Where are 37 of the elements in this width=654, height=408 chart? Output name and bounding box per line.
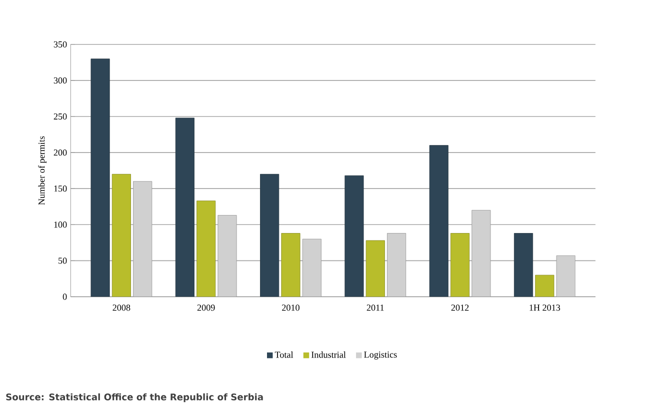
legend-label: Total [274,352,294,358]
bar [133,181,152,297]
bar [90,58,110,297]
bar [112,174,131,297]
bar [302,238,322,297]
bar [429,145,448,297]
bar [260,174,280,297]
y-tick-label: 150 [54,186,67,192]
y-tick-label: 0 [62,294,67,300]
bar [196,200,216,297]
y-tick-label: 300 [54,78,67,84]
bar [514,233,534,297]
bar [387,233,406,297]
y-tick-label: 50 [58,258,67,264]
bar [535,275,554,297]
y-tick-label: 350 [54,41,67,48]
legend-label: Logistics [364,352,397,360]
y-tick-label: 200 [54,150,67,156]
bar [366,240,385,297]
x-tick-label: 2008 [112,304,130,311]
y-tick-label: 250 [54,114,67,120]
x-tick-label: 2011 [366,304,384,311]
x-tick-label: 1H 2013 [530,304,560,311]
bar [218,215,237,297]
y-axis-title: Number of permits [38,136,47,205]
source-note: Source: Statistical Office of the Republic of Serbia [6,393,263,402]
bar [281,233,300,297]
x-tick-label: 2010 [282,304,300,311]
legend-label: Industrial [311,352,346,358]
y-tick-label: 100 [54,222,67,228]
bar [556,256,576,297]
x-tick-label: 2009 [197,304,215,311]
bar [175,118,194,297]
bar [450,233,470,297]
bar [344,176,364,297]
bar [472,210,491,297]
x-tick-label: 2012 [451,304,469,311]
